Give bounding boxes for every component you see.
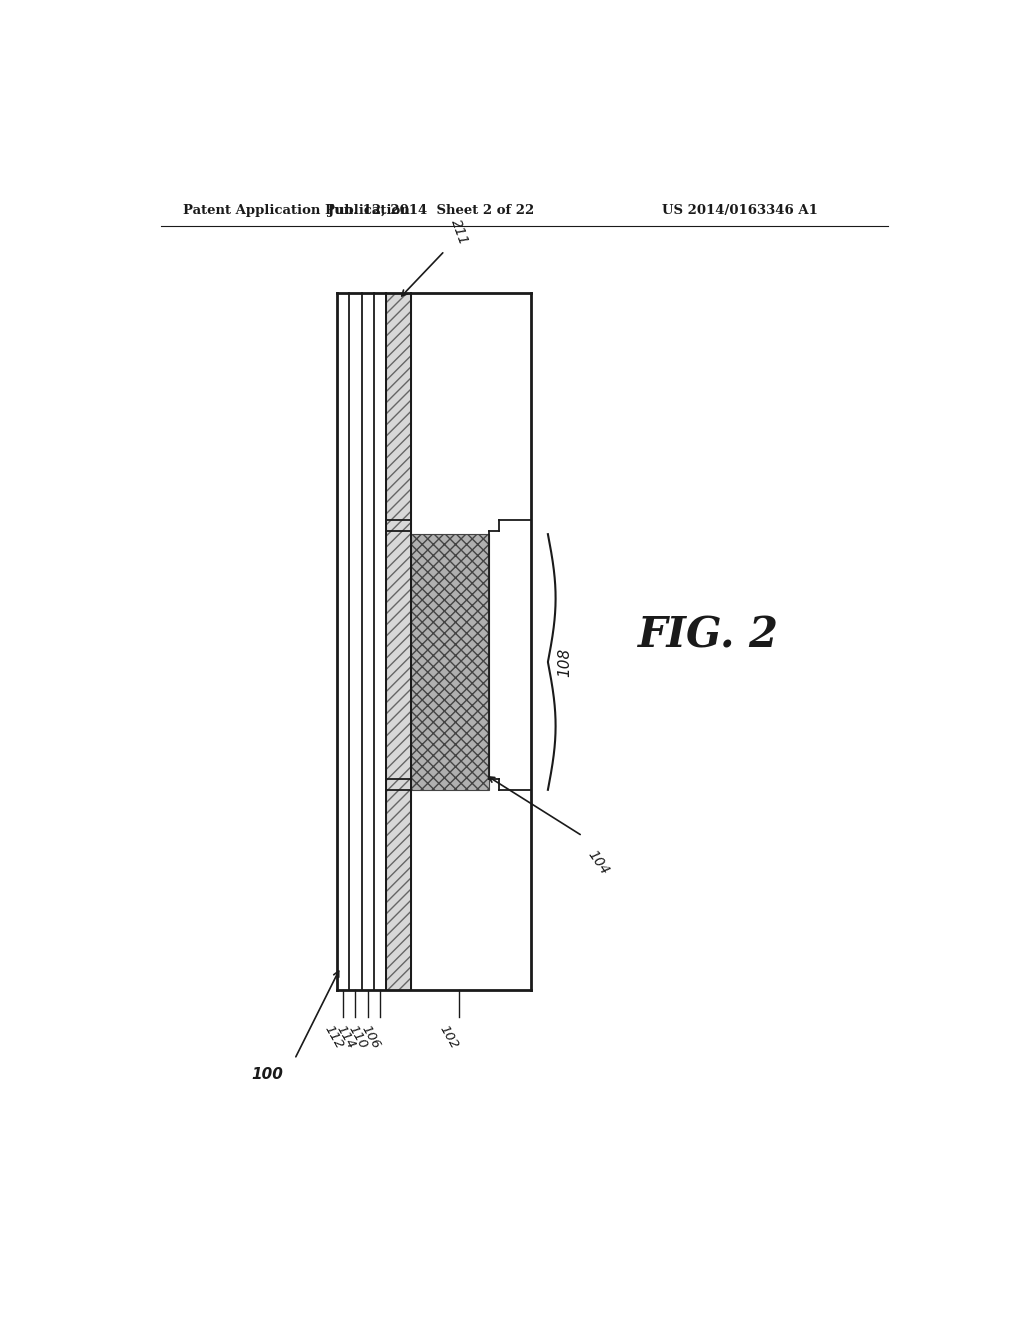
Text: 100: 100	[251, 1067, 283, 1082]
Text: 108: 108	[557, 647, 572, 677]
Text: 211: 211	[449, 218, 471, 247]
Text: Patent Application Publication: Patent Application Publication	[183, 205, 410, 218]
Bar	[386, 293, 531, 990]
Text: 106: 106	[358, 1023, 382, 1051]
Text: Jun. 12, 2014  Sheet 2 of 22: Jun. 12, 2014 Sheet 2 of 22	[328, 205, 534, 218]
Bar	[386, 293, 411, 990]
Text: 114: 114	[334, 1023, 357, 1051]
Text: 102: 102	[437, 1023, 461, 1051]
Bar	[337, 293, 531, 990]
Bar	[386, 293, 411, 990]
Text: 112: 112	[322, 1023, 345, 1051]
Text: 110: 110	[346, 1023, 370, 1051]
Bar	[411, 535, 488, 789]
Bar	[411, 535, 488, 789]
Text: US 2014/0163346 A1: US 2014/0163346 A1	[662, 205, 818, 218]
Text: FIG. 2: FIG. 2	[638, 615, 778, 657]
Text: 104: 104	[585, 847, 611, 878]
